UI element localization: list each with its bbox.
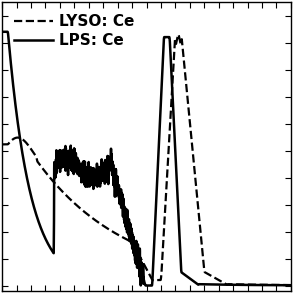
Legend: LYSO: Ce, LPS: Ce: LYSO: Ce, LPS: Ce	[10, 10, 139, 53]
